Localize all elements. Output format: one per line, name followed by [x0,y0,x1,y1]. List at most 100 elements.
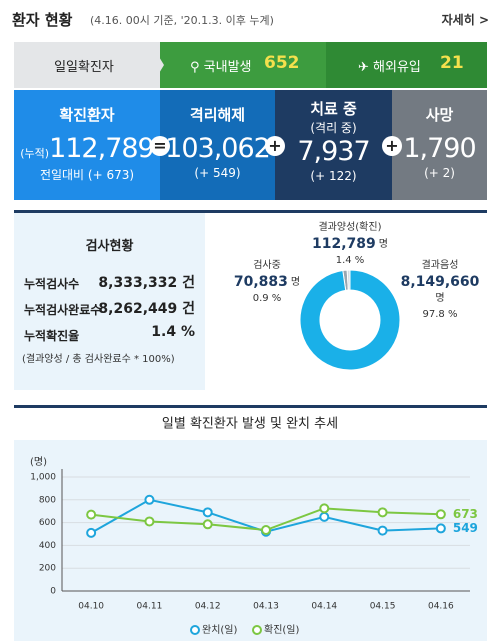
y-tick-label: 600 [39,518,56,528]
more-link[interactable]: 자세히 > [441,13,489,27]
legend-marker [190,625,200,635]
title: 환자 현황 [12,11,73,29]
tab[interactable] [14,42,164,88]
overseas-value: 21 [440,53,464,73]
tests-title: 검사현황 [85,239,134,254]
equals-icon: = [150,136,170,156]
slice-label: 결과음성 [422,259,459,271]
label: 해외유입 [373,60,421,75]
stat-label: 사망 [425,106,454,124]
count: 8,149,660 [401,274,480,290]
point [202,507,213,518]
slice-percent: 0.9 % [253,293,282,304]
stat-value: 7,937 [297,136,370,167]
divider [14,405,487,408]
point [435,509,446,520]
row-value: 8,333,332 건 [98,275,195,291]
unit: 명 [435,292,444,304]
point [377,507,388,518]
row-label: 누적검사완료수 [24,303,102,317]
y-tick-label: 1,000 [30,473,56,483]
point [144,494,155,505]
stat-box: 확진환자 (누적)112,789 전일대비 (+ 673) [14,90,160,200]
slice-label: 검사중 [253,259,281,271]
slice-count: 112,789 명 [312,236,388,252]
slice-count: 70,883 명 [234,274,300,290]
row-label: 누적확진율 [24,329,80,343]
domestic-label: ⚲ 국내발생 [190,60,252,75]
stat-change: (+ 122) [310,169,357,183]
stat-box: 사망 1,790 (+ 2) [392,90,487,200]
count: 70,883 [234,274,288,290]
line-chart: 일별 확진환자 발생 및 완치 추세 (명) 0 200 400 600 800 1,000 0… [30,417,478,637]
point [319,503,330,514]
slice-count: 8,149,660 명 [401,274,480,304]
point [435,523,446,534]
y-tick-label: 400 [39,541,56,551]
point [377,525,388,536]
row-label: 누적검사수 [24,277,80,291]
tab-domestic[interactable] [160,42,326,88]
stat-sublabel: (격리 중) [310,121,357,135]
stat-box: 격리해제 103,062 (+ 549) [160,90,275,200]
legend-label: 확진(일) [264,624,300,636]
subtitle: (4.16. 00시 기준, '20.1.3. 이후 누계) [90,14,274,27]
plus-icon: + [382,136,402,156]
overseas-label: ✈ 해외유입 [358,60,421,75]
slice-percent: 97.8 % [423,309,458,320]
plus-icon: + [265,136,285,156]
stat-label: 격리해제 [189,106,246,124]
count: 112,789 [312,236,376,252]
x-tick-label: 04.11 [137,602,163,612]
tab-arrow [150,42,164,88]
row-value: 8,262,449 건 [98,301,195,317]
stat-change: (+ 2) [424,166,455,180]
stat-value: 112,789 [49,133,155,164]
point [86,509,97,520]
slice-label: 결과양성(확진) [318,221,381,233]
tests-panel [14,213,205,390]
x-tick-label: 04.13 [253,602,279,612]
value-label: 549 [453,521,478,535]
y-unit: (명) [30,456,47,468]
x-tick-label: 04.16 [428,602,454,612]
stat-prefix: (누적) [20,147,50,160]
tab-overseas[interactable] [326,42,487,88]
chart-panel [14,440,487,641]
tab-label: 일일확진자 [54,60,114,75]
value-label: 673 [453,507,478,521]
row-value: 1.4 % [151,324,195,340]
point [319,511,330,522]
point [202,519,213,530]
unit: 명 [379,238,388,250]
slice-percent: 1.4 % [336,255,365,266]
stat-label: 확진환자 [59,106,115,124]
stat-change: (+ 549) [194,166,241,180]
x-tick-label: 04.15 [370,602,396,612]
stat-change: 전일대비 (+ 673) [39,168,135,182]
y-tick-label: 800 [39,495,56,505]
chart-title: 일별 확진환자 발생 및 완치 추세 [162,417,338,432]
stat-value: 1,790 [403,133,476,164]
point [144,516,155,527]
label: 국내발생 [203,60,252,75]
x-tick-label: 04.12 [195,602,221,612]
note: (결과양성 / 총 검사완료수 * 100%) [22,354,175,365]
divider [14,210,487,213]
unit: 명 [291,276,300,288]
y-tick-label: 0 [50,587,56,597]
stat-value: 103,062 [165,133,271,164]
legend-marker [252,625,262,635]
point [86,527,97,538]
x-tick-label: 04.14 [311,602,337,612]
legend-label: 완치(일) [202,624,238,636]
domestic-value: 652 [264,53,300,73]
x-tick-label: 04.10 [78,602,104,612]
stat-box: 치료 중 (격리 중) 7,937 (+ 122) [275,90,392,200]
stat-label: 치료 중 [310,100,357,118]
y-tick-label: 200 [39,564,56,574]
donut-slice [299,269,401,371]
point [261,525,271,536]
